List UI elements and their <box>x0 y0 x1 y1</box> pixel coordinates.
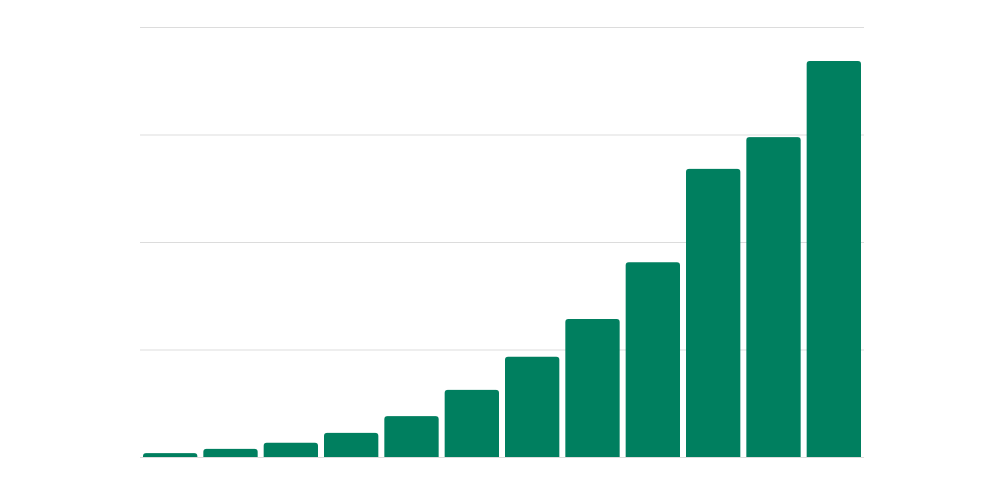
bar <box>565 318 620 457</box>
bar <box>686 168 741 457</box>
bar <box>384 416 439 457</box>
bar <box>143 453 198 457</box>
bar <box>505 356 560 457</box>
bar <box>444 389 499 457</box>
bar <box>263 442 318 457</box>
bar <box>746 137 801 457</box>
bar <box>625 262 680 457</box>
bar <box>806 60 861 457</box>
bar <box>203 448 258 457</box>
bar <box>324 432 379 457</box>
